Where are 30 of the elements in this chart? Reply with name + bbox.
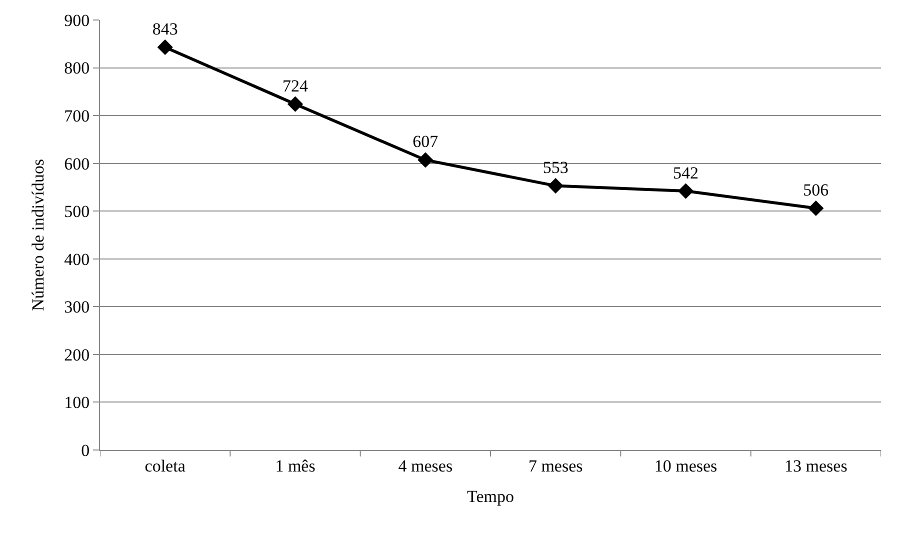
x-tick-label: 1 mês	[275, 456, 316, 476]
y-tick-label: 0	[81, 440, 90, 460]
y-axis-title: Número de indivíduos	[28, 158, 48, 312]
y-tick-label: 800	[64, 58, 90, 78]
data-label: 607	[412, 132, 439, 152]
y-tick-label: 200	[64, 345, 90, 364]
data-label: 724	[282, 76, 308, 96]
point	[808, 200, 824, 216]
point	[287, 96, 304, 112]
y-tick-label: 700	[64, 106, 90, 126]
point	[157, 39, 173, 56]
point	[678, 183, 694, 199]
point	[418, 152, 434, 168]
y-tick-label: 900	[64, 10, 90, 30]
point	[548, 178, 564, 194]
x-axis-title: Tempo	[467, 486, 514, 506]
x-tick-label: coleta	[144, 456, 186, 476]
x-tick-label: 7 meses	[528, 456, 583, 476]
data-label: 542	[673, 163, 698, 182]
y-tick-label: 400	[64, 250, 90, 269]
y-tick-label: 300	[64, 298, 90, 317]
y-tick-label: 600	[64, 154, 90, 174]
data-label: 843	[152, 19, 178, 38]
x-tick-label: 4 meses	[398, 456, 453, 476]
data-label: 553	[542, 158, 568, 178]
x-tick-label: 10 meses	[654, 456, 718, 476]
y-tick-label: 500	[64, 202, 90, 222]
y-tick-label: 100	[64, 393, 90, 412]
data-label: 506	[803, 180, 829, 200]
x-tick-label: 13 meses	[784, 456, 848, 476]
